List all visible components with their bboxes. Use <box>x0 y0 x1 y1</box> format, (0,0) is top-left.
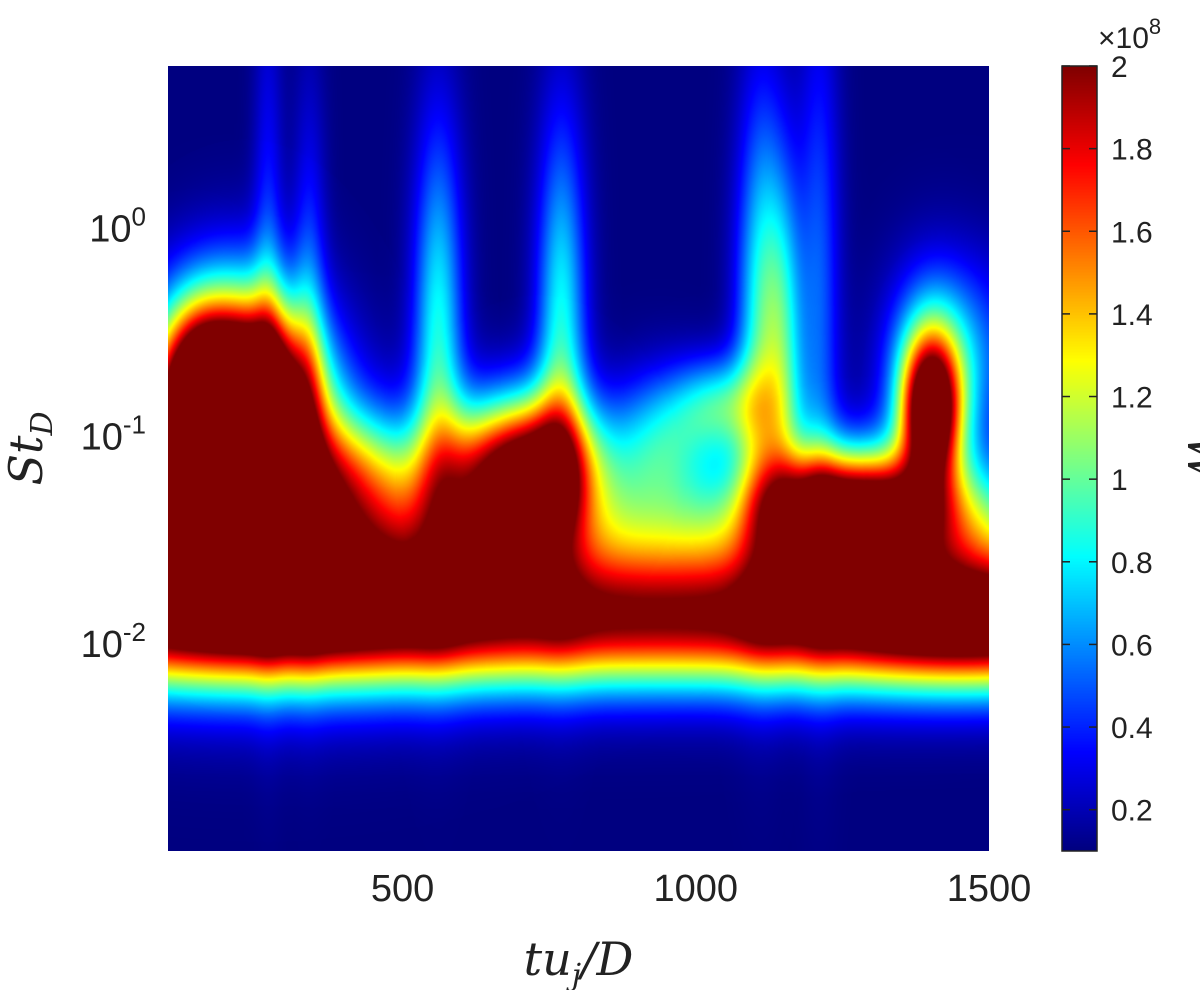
colorbar: 0.2 0.4 0.6 0.8 1 1.2 1.4 1.6 1.8 2×108 W <box>1061 14 1200 852</box>
tick-layer: 500 1000 1500 10-2 10-1 100 <box>81 202 1032 910</box>
x-tick-label: 1500 <box>947 868 1032 910</box>
x-tick-label: 500 <box>371 868 434 910</box>
y-tick-label: 10-2 <box>81 617 146 666</box>
colorbar-tick-label: 0.2 <box>1111 795 1153 828</box>
x-axis-label: tuj/D <box>524 932 634 990</box>
y-tick-label: 100 <box>89 202 146 251</box>
y-tick-label: 10-1 <box>81 409 146 458</box>
colorbar-frame <box>1061 65 1098 852</box>
colorbar-tick-label: 1.4 <box>1111 299 1153 332</box>
y-axis-label: StD <box>0 411 60 485</box>
colorbar-tick-label: 1.8 <box>1111 134 1153 167</box>
colorbar-multiplier: ×108 <box>1098 14 1161 55</box>
colorbar-tick-label: 1.6 <box>1111 216 1153 249</box>
plot-layer <box>168 66 989 851</box>
colorbar-tick-label: 0.6 <box>1111 629 1153 662</box>
colorbar-tick-label: 1 <box>1111 464 1128 497</box>
axis-labels: tuj/D StD <box>0 411 633 990</box>
colorbar-tick-label: 0.4 <box>1111 712 1153 745</box>
colorbar-tick-label: 1.2 <box>1111 382 1153 415</box>
colorbar-label: W <box>1177 435 1200 486</box>
colorbar-gradient <box>1062 66 1097 851</box>
x-tick-label: 1000 <box>654 868 739 910</box>
heatmap-field <box>168 66 989 851</box>
colorbar-tick-label: 0.8 <box>1111 547 1153 580</box>
colorbar-tick-label: 2 <box>1111 51 1128 84</box>
